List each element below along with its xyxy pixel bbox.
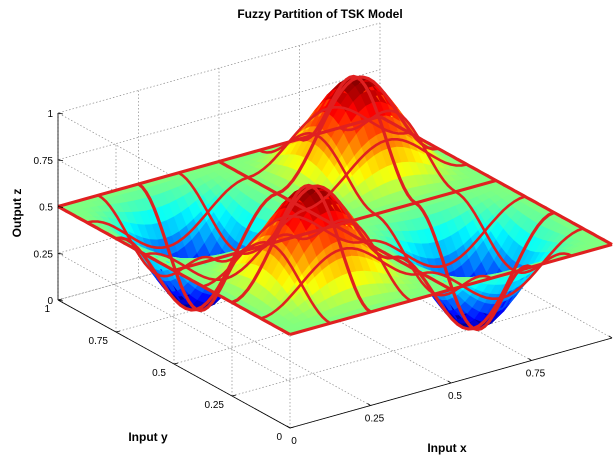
mesh-line-x (339, 109, 573, 275)
z-tick-label: 1 (47, 109, 53, 120)
mesh-line-x (97, 194, 332, 325)
z-tick-label: 0.75 (34, 156, 54, 167)
mesh-line-y (173, 178, 497, 273)
y-tick-mark (173, 362, 179, 365)
x-tick-label: 0.5 (448, 391, 462, 402)
mesh-line-y (57, 114, 381, 209)
z-axis-label: Output z (10, 189, 24, 238)
z-tick-label: 0.5 (39, 203, 53, 214)
z-tick-label: 0.25 (34, 249, 54, 260)
y-tick-label: 0 (276, 432, 282, 443)
mesh-line-y (115, 75, 439, 312)
y-tick-label: 0.5 (152, 368, 166, 379)
z-tick-mark (57, 206, 64, 208)
y-axis-label: Input y (128, 430, 168, 444)
mesh-line-y (202, 195, 526, 288)
y-tick-mark (115, 330, 121, 333)
x-tick-label: 0.75 (526, 369, 546, 380)
y-tick-label: 0.75 (89, 336, 109, 347)
y-tick-label: 1 (44, 304, 50, 315)
chart-title: Fuzzy Partition of TSK Model (237, 7, 402, 21)
z-tick-mark (57, 299, 64, 302)
z-tick-mark (57, 159, 64, 162)
z-tick-mark (57, 112, 64, 115)
axis-lines (57, 112, 613, 429)
mesh-line-y (144, 138, 468, 282)
x-tick-label: 0 (291, 436, 297, 447)
x-tick-label: 0.25 (365, 414, 385, 425)
mesh-line-y (289, 242, 613, 337)
surface-plot (57, 74, 613, 337)
y-tick-label: 0.25 (205, 400, 225, 411)
mesh-line-x (258, 132, 492, 297)
x-tick-mark (608, 335, 613, 339)
x-axis-label: Input x (427, 441, 467, 455)
mesh-line-x (178, 171, 412, 302)
z-tick-mark (57, 252, 64, 255)
y-tick-mark (289, 426, 295, 429)
mesh-line-y (260, 227, 584, 320)
mesh-line-y (86, 106, 410, 249)
x-tick-mark (528, 358, 532, 361)
x-tick-mark (447, 380, 452, 384)
z-tick-label: 0 (47, 296, 53, 307)
y-tick-mark (231, 394, 237, 397)
x-tick-mark (367, 403, 371, 406)
x-tick-mark (286, 425, 291, 429)
